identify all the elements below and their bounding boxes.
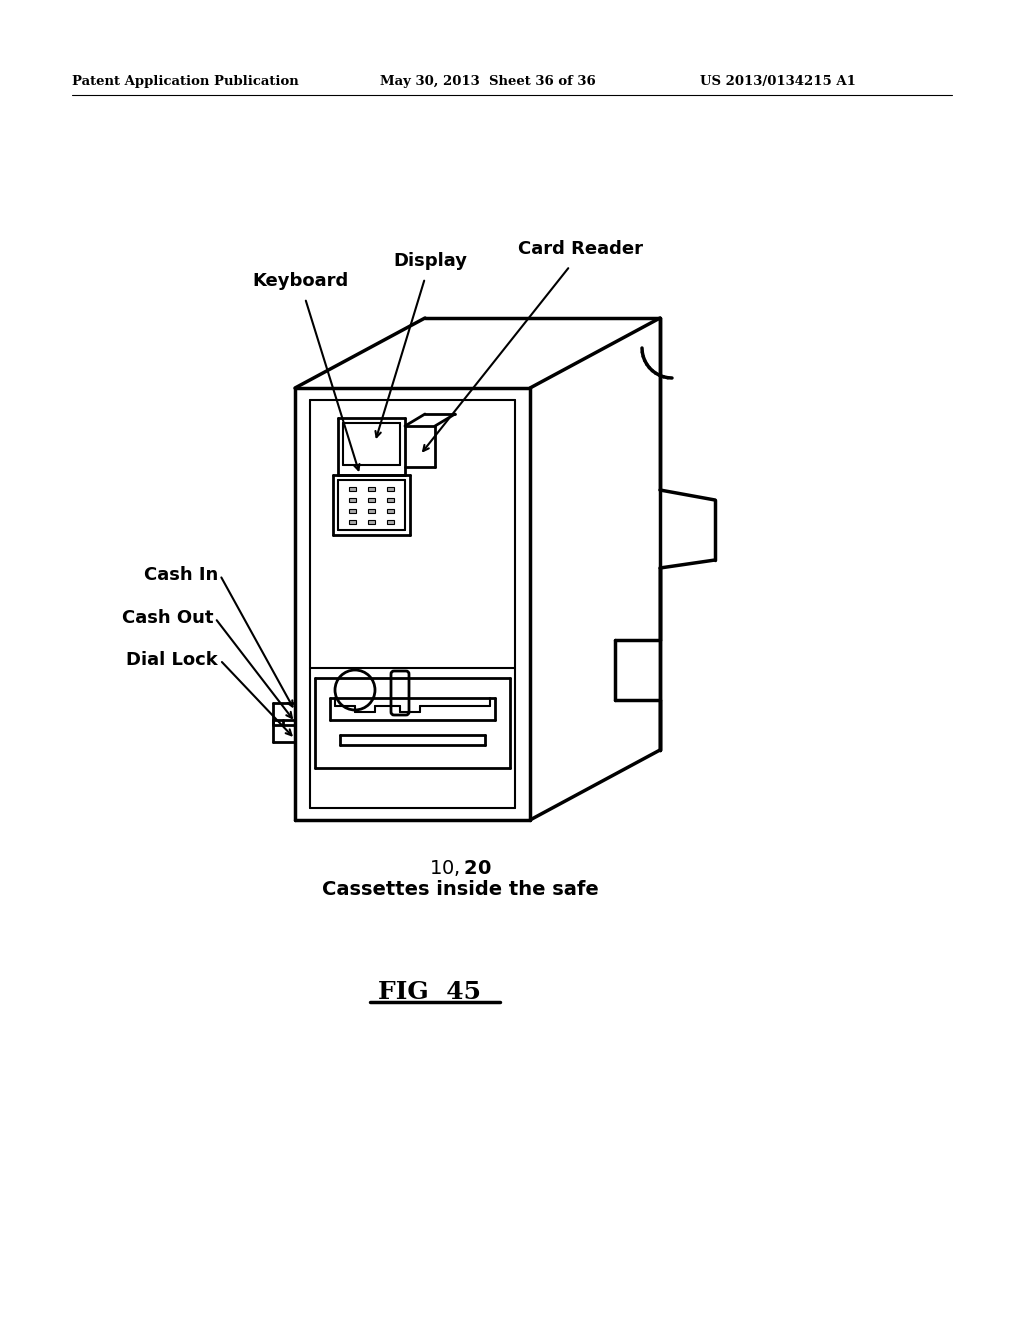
Text: May 30, 2013  Sheet 36 of 36: May 30, 2013 Sheet 36 of 36 [380, 75, 596, 88]
Text: Dial Lock: Dial Lock [126, 651, 218, 669]
Bar [368, 498, 375, 502]
Text: Keyboard: Keyboard [252, 272, 348, 290]
Text: Display: Display [393, 252, 467, 271]
Bar [387, 520, 394, 524]
Text: $10, $20: $10, $20 [429, 858, 492, 878]
Text: FIG  45: FIG 45 [379, 979, 481, 1005]
Text: Card Reader: Card Reader [517, 240, 642, 257]
Bar [349, 508, 356, 512]
Bar [368, 487, 375, 491]
Text: Cash In: Cash In [143, 566, 218, 583]
Text: Cassettes inside the safe: Cassettes inside the safe [322, 880, 598, 899]
Bar [387, 498, 394, 502]
Bar [368, 520, 375, 524]
Text: US 2013/0134215 A1: US 2013/0134215 A1 [700, 75, 856, 88]
Bar [368, 508, 375, 512]
Bar [349, 487, 356, 491]
Text: Patent Application Publication: Patent Application Publication [72, 75, 299, 88]
Bar [349, 520, 356, 524]
Bar [387, 487, 394, 491]
FancyBboxPatch shape [391, 671, 409, 715]
Bar [387, 508, 394, 512]
Bar [349, 498, 356, 502]
Text: Cash Out: Cash Out [122, 609, 213, 627]
